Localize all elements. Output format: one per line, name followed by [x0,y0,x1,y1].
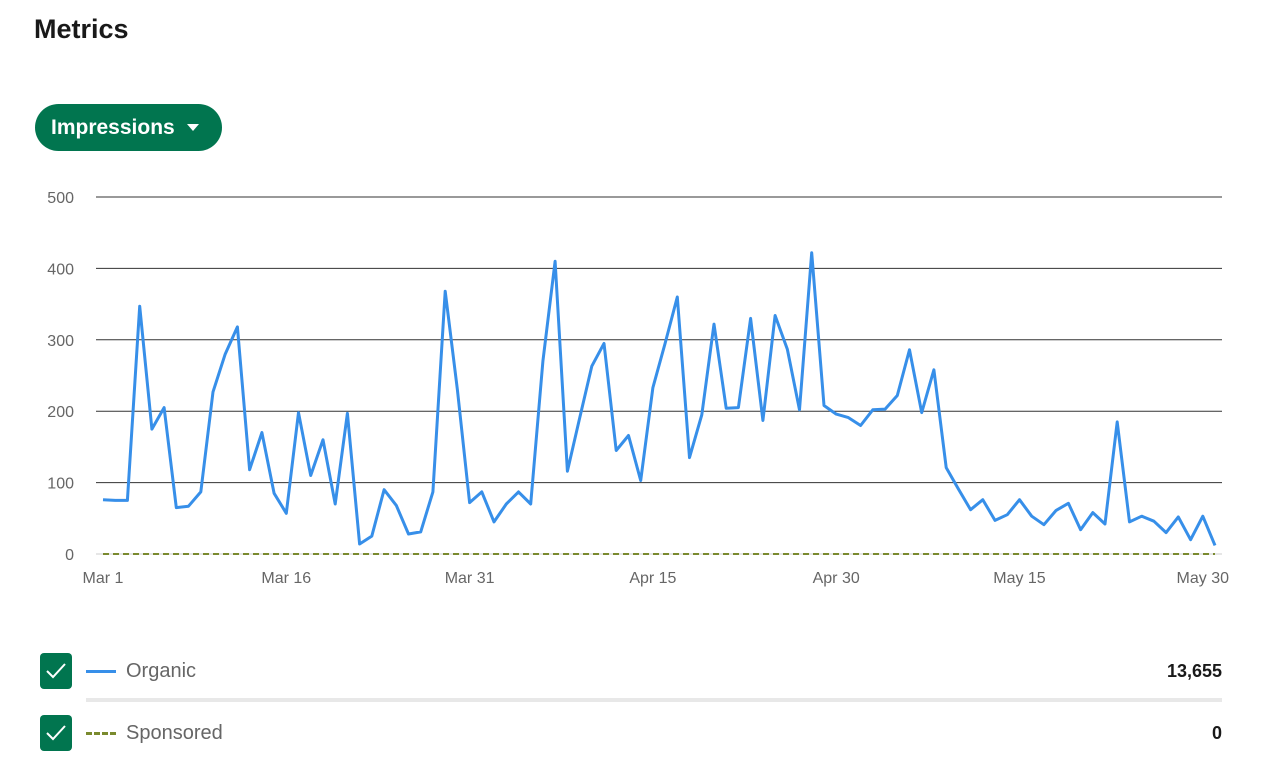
x-tick-label: May 30 [1177,570,1230,587]
x-tick-label: Mar 16 [261,570,311,587]
sponsored-line-swatch [86,731,116,735]
legend-row-sponsored: Sponsored 0 [40,713,1222,753]
x-tick-label: May 15 [993,570,1046,587]
metric-dropdown-button[interactable]: Impressions [35,104,222,151]
y-tick-label: 400 [47,261,74,278]
x-tick-label: Apr 30 [813,570,860,587]
y-tick-label: 300 [47,333,74,350]
page-title: Metrics [34,14,129,44]
series-line-organic [102,251,1217,546]
organic-value: 13,655 [1166,660,1222,681]
caret-down-icon [186,124,199,131]
y-tick-label: 100 [47,476,74,493]
x-tick-label: Apr 15 [629,570,676,587]
y-tick-label: 500 [47,190,74,207]
y-tick-label: 200 [47,404,74,421]
legend-divider [86,698,1222,702]
x-tick-label: Mar 31 [445,570,495,587]
sponsored-value: 0 [1211,722,1222,743]
sponsored-label: Sponsored [126,721,223,744]
y-tick-label: 0 [65,547,74,564]
organic-label: Organic [126,659,197,682]
impressions-line-chart: 0 100 200 300 400 500 Mar 1 Mar 16 Mar 31 Apr 15 A… [47,190,1230,587]
organic-checkbox[interactable] [40,653,72,689]
legend-row-organic: Organic 13,655 [40,651,1222,691]
checkmark-icon [46,663,66,679]
metric-dropdown-label: Impressions [51,115,175,139]
x-tick-label: Mar 1 [83,570,124,587]
organic-line-swatch [86,669,116,673]
sponsored-checkbox[interactable] [40,715,72,751]
checkmark-icon [46,725,66,741]
